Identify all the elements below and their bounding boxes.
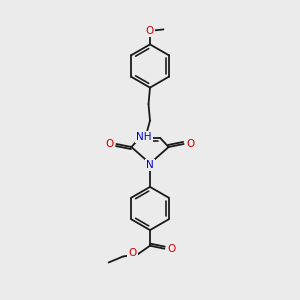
Text: O: O: [167, 244, 175, 254]
Text: O: O: [106, 139, 114, 149]
Text: NH: NH: [136, 132, 152, 142]
Text: O: O: [146, 26, 154, 36]
Text: O: O: [186, 139, 194, 149]
Text: N: N: [146, 160, 154, 170]
Text: O: O: [128, 248, 137, 259]
